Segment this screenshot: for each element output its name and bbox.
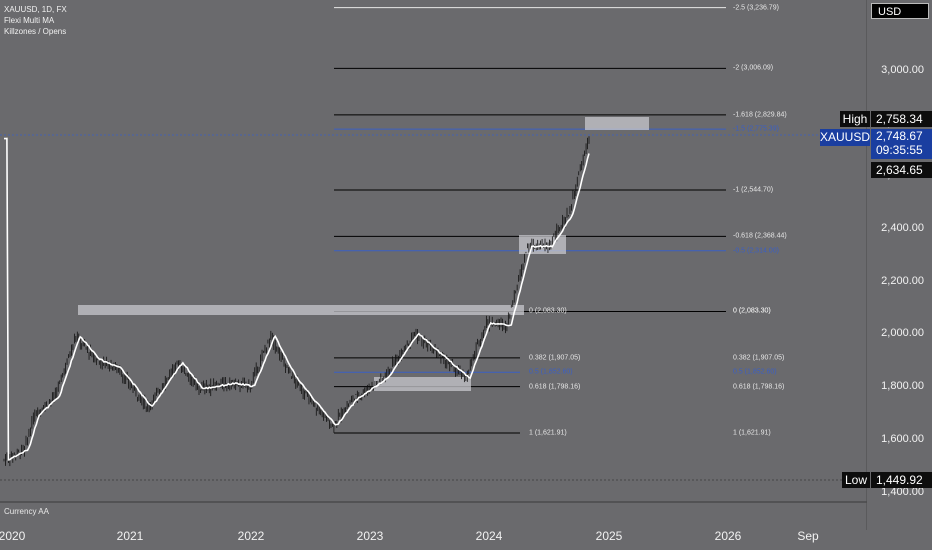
fib-level-label: -0.5 (2,314.00)	[733, 247, 779, 255]
bar-countdown: 09:35:55	[876, 143, 923, 157]
fib-level-label: 1 (1,621.91)	[529, 429, 567, 437]
price-axis-label: 1,600.00	[881, 432, 924, 445]
zone-box[interactable]	[374, 377, 471, 391]
candlestick-series	[3, 136, 590, 467]
currency-badge[interactable]: USD	[871, 3, 929, 19]
price-axis-label: 2,000.00	[881, 327, 924, 340]
fib-level-label: -1 (2,544.70)	[733, 186, 774, 194]
moving-average-line	[4, 137, 590, 461]
fib-level-label: -2.5 (3,236.79)	[733, 4, 779, 12]
pane-label: Currency AA	[4, 507, 49, 516]
price-axis-label: 2,200.00	[881, 274, 924, 287]
marker-price-tag: 2,634.65	[871, 162, 932, 178]
fib-level-label: -1.618 (2,829.84)	[733, 111, 787, 119]
time-axis-label: 2021	[116, 529, 144, 543]
fib-level-label: 0.618 (1,798.16)	[529, 383, 581, 391]
fib-level-label: 0 (2,083.30)	[529, 307, 567, 315]
zone-box[interactable]	[519, 235, 566, 254]
symbol-legend[interactable]: XAUUSD, 1D, FX	[4, 5, 67, 14]
low-price-tag: 1,449.92	[871, 472, 932, 488]
fib-level-label: -0.618 (2,368.44)	[733, 232, 787, 240]
last-price-tag: 2,748.67 09:35:55	[871, 129, 932, 159]
indicator-legend-ma[interactable]: Flexi Multi MA	[4, 16, 55, 25]
fib-level-label-right: 0.382 (1,907.05)	[733, 354, 785, 362]
price-axis-label: 2,400.00	[881, 222, 924, 235]
fib-level-label-right: 1 (1,621.91)	[733, 429, 771, 437]
price-axis-label: 1,800.00	[881, 380, 924, 393]
time-axis-label: 2023	[356, 529, 384, 543]
price-axis[interactable]	[867, 0, 932, 530]
low-label: Low	[842, 472, 870, 488]
last-price-value: 2,748.67	[876, 129, 923, 143]
time-axis-label: Sep	[797, 529, 819, 543]
fib-level-label-right: 0.5 (1,852.60)	[733, 368, 777, 376]
zone-box[interactable]	[78, 305, 524, 315]
fib-level-label: 0.382 (1,907.05)	[529, 354, 581, 362]
zone-box[interactable]	[585, 117, 649, 130]
fib-level-label: -2 (3,006.09)	[733, 64, 774, 72]
fib-level-label: 0.5 (1,852.60)	[529, 368, 573, 376]
fib-level-label: -1.5 (2,775.39)	[733, 125, 779, 133]
time-axis-label: 2026	[714, 529, 742, 543]
fib-level-label-right: 0 (2,083.30)	[733, 307, 771, 315]
price-axis-label: 1,400.00	[881, 485, 924, 498]
price-axis-label: 3,000.00	[881, 64, 924, 76]
time-axis-label: 2025	[595, 529, 623, 543]
fib-level-label: 0 (2,083.30)	[733, 307, 771, 315]
time-axis-label: 2024	[475, 529, 503, 543]
high-label: High	[840, 111, 870, 127]
time-axis-label: 2020	[0, 529, 26, 543]
chart-legend: XAUUSD, 1D, FX Flexi Multi MA Killzones …	[4, 4, 67, 37]
time-axis-label: 2022	[237, 529, 265, 543]
high-price-tag: 2,758.34	[871, 111, 932, 127]
indicator-legend-killzones[interactable]: Killzones / Opens	[4, 27, 67, 36]
fib-level-label-right: 0.618 (1,798.16)	[733, 383, 785, 391]
symbol-tag: XAUUSD	[820, 129, 871, 146]
